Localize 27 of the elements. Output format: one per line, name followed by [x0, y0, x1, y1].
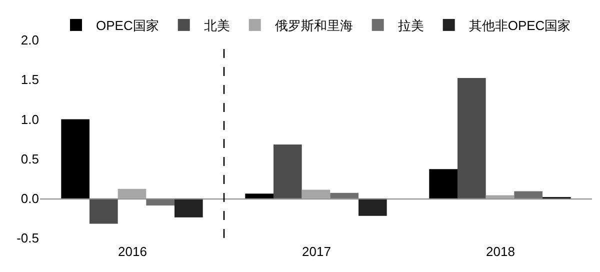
bar — [245, 194, 274, 198]
y-tick-label: 0.0 — [20, 190, 39, 206]
x-tick-label: 2016 — [118, 244, 147, 259]
x-tick-label: 2018 — [486, 244, 515, 259]
bar — [274, 144, 302, 198]
bar — [429, 169, 458, 198]
y-tick-label: 1.5 — [20, 72, 39, 88]
bar — [358, 198, 387, 216]
bar — [118, 188, 146, 198]
bar — [302, 190, 330, 198]
legend-label: OPEC国家 — [96, 18, 159, 34]
bar — [514, 191, 542, 198]
legend-label: 拉美 — [398, 18, 424, 34]
bar — [330, 192, 358, 198]
y-tick-label: -0.5 — [16, 230, 39, 246]
y-tick-label: 0.5 — [20, 151, 39, 166]
bar — [90, 198, 118, 224]
bar — [174, 198, 203, 218]
bar — [486, 195, 514, 198]
y-tick-label: 1.0 — [20, 112, 39, 127]
bar — [458, 78, 486, 198]
legend-label: 北美 — [204, 18, 230, 34]
legend-label: 俄罗斯和里海 — [274, 18, 353, 34]
y-tick-label: 2.0 — [20, 32, 39, 48]
x-tick-label: 2017 — [302, 244, 331, 259]
legend-label: 其他非OPEC国家 — [468, 18, 571, 34]
bar — [61, 119, 90, 198]
